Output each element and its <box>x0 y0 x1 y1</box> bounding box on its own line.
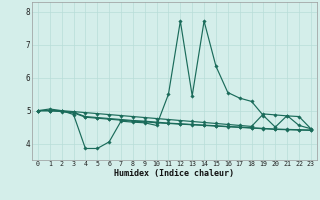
X-axis label: Humidex (Indice chaleur): Humidex (Indice chaleur) <box>115 169 234 178</box>
